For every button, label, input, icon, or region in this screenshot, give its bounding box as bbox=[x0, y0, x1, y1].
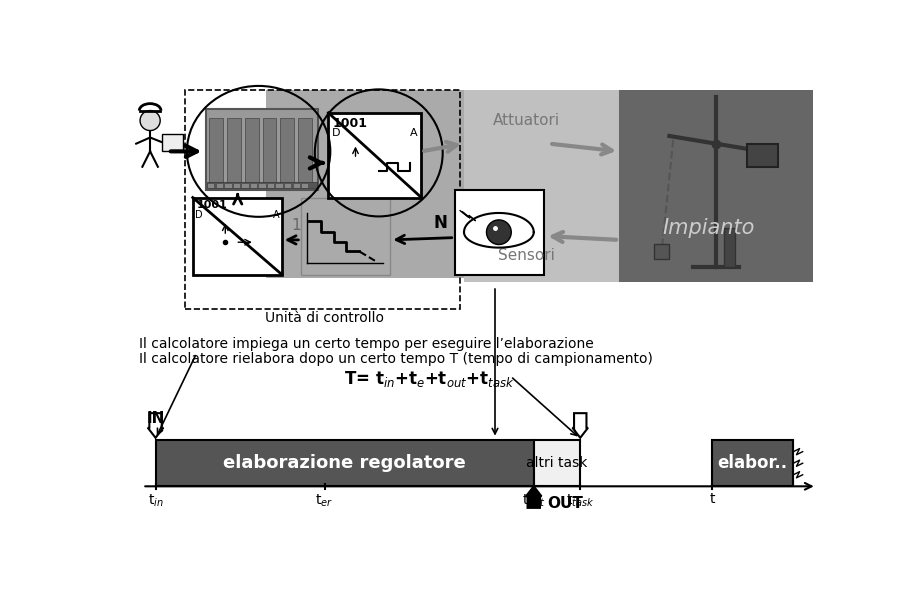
Bar bbox=[293, 184, 300, 188]
Text: t$_{er}$: t$_{er}$ bbox=[315, 492, 334, 509]
Text: T= t$_{in}$+t$_{e}$+t$_{out}$+t$_{task}$: T= t$_{in}$+t$_{e}$+t$_{out}$+t$_{task}$ bbox=[344, 368, 514, 388]
Bar bbox=[301, 198, 390, 274]
Bar bbox=[534, 440, 580, 486]
Bar bbox=[251, 184, 257, 188]
Text: altri task: altri task bbox=[526, 456, 587, 470]
Text: D: D bbox=[195, 210, 203, 220]
Text: 1001: 1001 bbox=[332, 116, 367, 129]
Text: A: A bbox=[273, 210, 279, 220]
Text: t$_{in}$: t$_{in}$ bbox=[148, 492, 163, 509]
Text: Unità di controllo: Unità di controllo bbox=[265, 311, 384, 325]
Bar bbox=[464, 90, 619, 282]
Bar bbox=[280, 118, 294, 184]
Bar bbox=[259, 184, 266, 188]
Bar bbox=[209, 118, 223, 184]
Text: IN: IN bbox=[147, 411, 165, 426]
FancyArrow shape bbox=[573, 413, 588, 438]
Text: 1: 1 bbox=[291, 218, 301, 233]
Bar bbox=[455, 190, 544, 274]
Bar bbox=[217, 184, 223, 188]
Bar bbox=[207, 182, 317, 188]
Bar bbox=[244, 118, 259, 184]
Bar bbox=[747, 144, 778, 167]
Bar bbox=[263, 118, 277, 184]
Bar bbox=[242, 184, 249, 188]
Text: Sensori: Sensori bbox=[498, 248, 554, 263]
Text: t$_{task}$: t$_{task}$ bbox=[566, 492, 595, 509]
Bar bbox=[277, 184, 283, 188]
Bar bbox=[193, 198, 282, 274]
Text: t: t bbox=[709, 492, 715, 507]
Bar bbox=[185, 90, 460, 309]
Bar bbox=[619, 90, 813, 282]
Bar bbox=[724, 228, 735, 267]
Text: D: D bbox=[332, 128, 341, 138]
Bar bbox=[654, 244, 669, 259]
Text: A: A bbox=[410, 128, 418, 138]
Bar bbox=[285, 184, 291, 188]
Text: Il calcolatore rielabora dopo un certo tempo T (tempo di campionamento): Il calcolatore rielabora dopo un certo t… bbox=[138, 352, 653, 366]
Bar bbox=[227, 118, 241, 184]
FancyArrow shape bbox=[526, 486, 541, 508]
Text: t$_{out}$: t$_{out}$ bbox=[522, 492, 546, 509]
Text: Impianto: Impianto bbox=[662, 219, 754, 238]
Bar bbox=[712, 440, 793, 486]
Bar bbox=[298, 118, 313, 184]
Bar bbox=[208, 184, 215, 188]
Circle shape bbox=[487, 220, 512, 245]
Text: elaborazione regolatore: elaborazione regolatore bbox=[223, 454, 466, 472]
Text: Attuatori: Attuatori bbox=[492, 113, 560, 128]
Text: N: N bbox=[434, 214, 448, 232]
Bar bbox=[302, 184, 308, 188]
Text: OUT: OUT bbox=[547, 496, 583, 511]
Bar bbox=[225, 184, 231, 188]
Circle shape bbox=[140, 110, 160, 131]
Bar bbox=[268, 184, 274, 188]
FancyArrow shape bbox=[148, 413, 163, 438]
Text: elabor..: elabor.. bbox=[717, 454, 787, 472]
Bar bbox=[206, 109, 318, 190]
Bar bbox=[328, 113, 421, 198]
Text: Il calcolatore impiega un certo tempo per eseguire l’elaborazione: Il calcolatore impiega un certo tempo pe… bbox=[138, 337, 593, 351]
Bar bbox=[161, 134, 183, 151]
Bar bbox=[234, 184, 240, 188]
Bar bbox=[156, 440, 534, 486]
Text: 1001: 1001 bbox=[196, 200, 228, 210]
Bar bbox=[266, 90, 464, 279]
